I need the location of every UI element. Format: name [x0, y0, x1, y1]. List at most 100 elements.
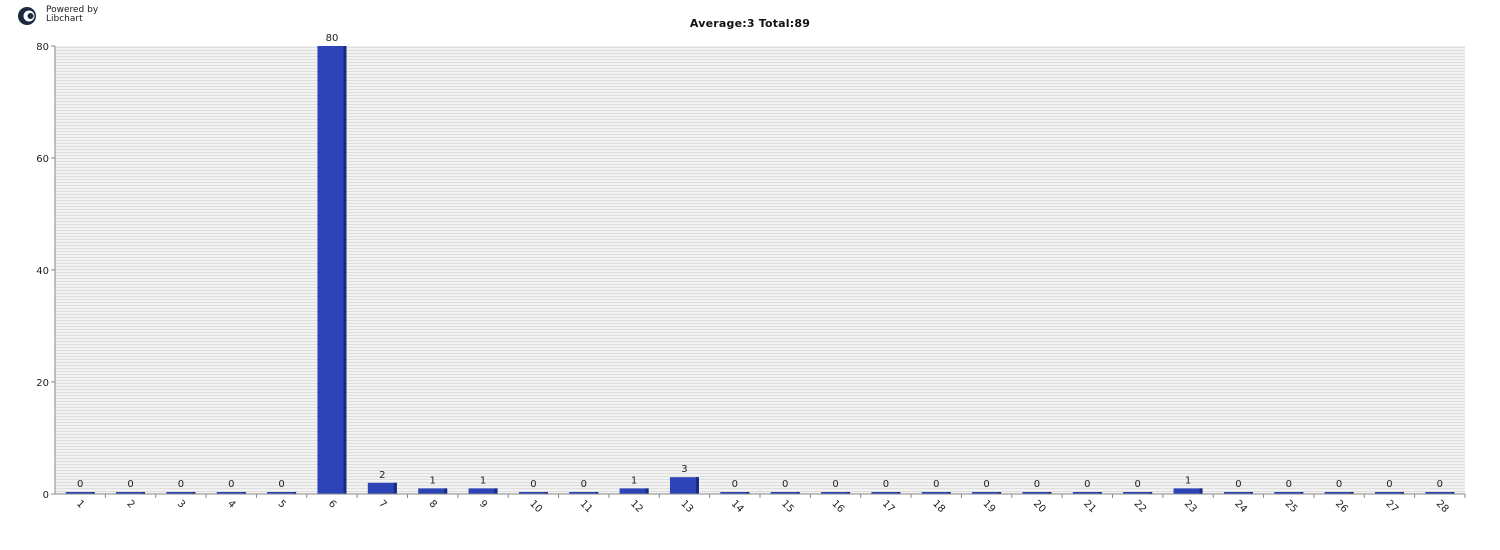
data-label: 0 [983, 479, 989, 490]
x-tick-label: 5 [275, 498, 287, 510]
x-tick-label: 28 [1434, 498, 1451, 515]
data-label: 0 [782, 479, 788, 490]
bar [720, 492, 750, 494]
x-tick-label: 13 [678, 498, 695, 515]
x-tick-label: 11 [578, 498, 595, 515]
libchart-logo-icon [18, 7, 36, 25]
x-tick-label: 10 [527, 498, 544, 515]
bar [1123, 492, 1153, 494]
bar [116, 492, 146, 494]
plot-area [55, 46, 1465, 494]
x-tick-label: 19 [980, 498, 997, 515]
bar [669, 477, 699, 494]
bar-edge [393, 482, 397, 494]
chart-title: Average:3 Total:89 [689, 17, 811, 30]
data-label: 0 [178, 479, 184, 490]
data-label: 0 [77, 479, 83, 490]
x-tick-label: 3 [175, 498, 187, 510]
data-label: 0 [883, 479, 889, 490]
bar-edge [91, 492, 95, 494]
bar-edge [1400, 492, 1404, 494]
data-label: 0 [1134, 479, 1140, 490]
data-label: 0 [832, 479, 838, 490]
bar-edge [293, 492, 297, 494]
data-label: 0 [1034, 479, 1040, 490]
bar [619, 488, 649, 494]
bar-edge [897, 492, 901, 494]
bar [1324, 492, 1354, 494]
bar-edge [695, 477, 699, 494]
bar-edge [1199, 488, 1203, 494]
bar [1223, 492, 1253, 494]
bar-edge [1149, 492, 1153, 494]
x-tick-label: 15 [779, 498, 796, 515]
data-label: 0 [228, 479, 234, 490]
x-tick-label: 4 [225, 498, 237, 510]
data-label: 0 [1336, 479, 1342, 490]
x-tick-label: 21 [1081, 498, 1098, 515]
data-label: 0 [1084, 479, 1090, 490]
data-label: 0 [732, 479, 738, 490]
data-label: 1 [480, 475, 486, 486]
bar [821, 492, 851, 494]
bar-edge [494, 488, 498, 494]
x-tick-label: 2 [124, 498, 136, 510]
y-tick-label: 20 [36, 378, 49, 389]
x-tick-label: 8 [427, 498, 439, 510]
powered-by-line: Powered by [46, 5, 99, 15]
bar-edge [1451, 492, 1455, 494]
x-tick-label: 12 [628, 498, 645, 515]
bar-edge [1249, 492, 1253, 494]
bar [216, 492, 246, 494]
powered-by-label: Powered by Libchart [46, 6, 98, 24]
x-tick-label: 1 [74, 498, 86, 510]
bar-edge [1300, 492, 1304, 494]
x-tick-label: 14 [729, 498, 746, 515]
data-label: 0 [933, 479, 939, 490]
bar [1274, 492, 1304, 494]
x-tick-label: 26 [1333, 498, 1350, 515]
x-tick-label: 17 [880, 498, 897, 515]
data-label: 0 [530, 479, 536, 490]
bar-edge [142, 492, 146, 494]
y-tick-label: 40 [36, 266, 49, 277]
bar [65, 492, 95, 494]
bar [1425, 492, 1455, 494]
x-tick-label: 22 [1132, 498, 1149, 515]
x-tick-label: 20 [1031, 498, 1048, 515]
bar-edge [847, 492, 851, 494]
bar [972, 492, 1002, 494]
bar-edge [796, 492, 800, 494]
y-tick-label: 0 [43, 490, 49, 501]
x-tick-label: 18 [930, 498, 947, 515]
bar-edge [998, 492, 1002, 494]
bar-edge [192, 492, 196, 494]
data-label: 0 [278, 479, 284, 490]
x-tick-label: 27 [1383, 498, 1400, 515]
bar [518, 492, 548, 494]
bar [1022, 492, 1052, 494]
data-label: 1 [429, 475, 435, 486]
bar [1374, 492, 1404, 494]
bar-edge [544, 492, 548, 494]
data-label: 0 [1437, 479, 1443, 490]
x-tick-label: 25 [1283, 498, 1300, 515]
bar [871, 492, 901, 494]
data-label: 0 [1386, 479, 1392, 490]
x-tick-label: 24 [1232, 498, 1249, 515]
x-tick-label: 23 [1182, 498, 1199, 515]
bar [367, 482, 397, 494]
data-label: 0 [1235, 479, 1241, 490]
bar [418, 488, 448, 494]
data-label: 0 [1286, 479, 1292, 490]
bar-edge [242, 492, 246, 494]
y-tick-label: 80 [36, 42, 49, 53]
bar-edge [947, 492, 951, 494]
x-tick-label: 6 [326, 498, 338, 510]
bar-edge [746, 492, 750, 494]
bar [317, 46, 347, 494]
data-label: 0 [581, 479, 587, 490]
x-tick-label: 9 [477, 498, 489, 510]
bar [1173, 488, 1203, 494]
data-label: 2 [379, 470, 385, 481]
